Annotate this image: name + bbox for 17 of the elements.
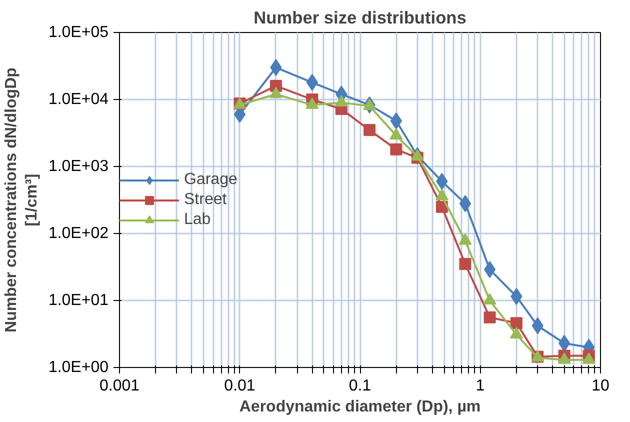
y-tick-label: 1.0E+04 (48, 91, 109, 108)
legend-label: Lab (184, 210, 211, 228)
y-axis-title: Number concentrations dN/dlogDp [1/cm³] (3, 67, 40, 332)
y-tick-label: 1.0E+05 (48, 24, 109, 41)
legend-label: Garage (184, 170, 238, 188)
chart-title: Number size distributions (254, 8, 466, 28)
x-axis-title: Aerodynamic diameter (Dp), µm (239, 398, 481, 416)
x-tick-label: 1 (476, 378, 485, 394)
y-tick-label: 1.0E+03 (48, 158, 109, 175)
y-tick-label: 1.0E+01 (48, 292, 109, 309)
y-tick-label: 1.0E+00 (48, 359, 109, 376)
x-tick-label: 0.1 (348, 378, 372, 394)
y-tick-label: 1.0E+02 (48, 225, 109, 242)
legend-label: Street (184, 190, 227, 208)
x-tick-label: 10 (592, 378, 610, 394)
x-tick-label: 0.001 (99, 378, 140, 394)
x-tick-label: 0.01 (224, 378, 256, 394)
